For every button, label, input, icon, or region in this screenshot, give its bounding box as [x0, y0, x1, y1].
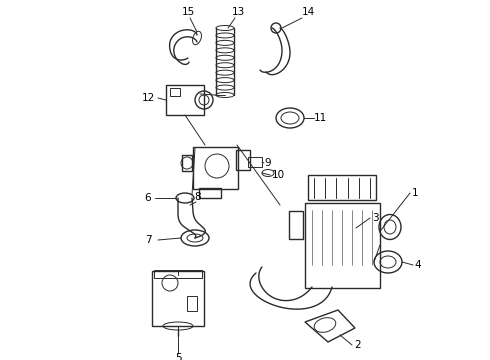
Text: 7: 7 [145, 235, 151, 245]
Bar [182, 155, 192, 171]
Bar [152, 270, 204, 325]
Bar [199, 188, 221, 198]
Text: 3: 3 [372, 213, 378, 223]
Bar [193, 147, 238, 189]
Text: 1: 1 [412, 188, 418, 198]
Text: 10: 10 [271, 170, 285, 180]
Text: 6: 6 [145, 193, 151, 203]
Text: 9: 9 [265, 158, 271, 168]
Text: 15: 15 [181, 7, 195, 17]
Bar [308, 175, 376, 200]
Text: 8: 8 [195, 192, 201, 202]
Text: 12: 12 [142, 93, 155, 103]
Bar [236, 150, 250, 170]
Text: 11: 11 [314, 113, 327, 123]
Bar [166, 85, 204, 115]
Text: 5: 5 [175, 353, 181, 360]
Bar [304, 202, 379, 288]
Bar [187, 296, 197, 310]
Text: 2: 2 [355, 340, 361, 350]
Bar [248, 157, 262, 167]
Bar [154, 270, 202, 278]
Text: 14: 14 [301, 7, 315, 17]
Text: 4: 4 [415, 260, 421, 270]
Bar [170, 88, 180, 96]
Text: 13: 13 [231, 7, 245, 17]
Bar [289, 211, 303, 239]
